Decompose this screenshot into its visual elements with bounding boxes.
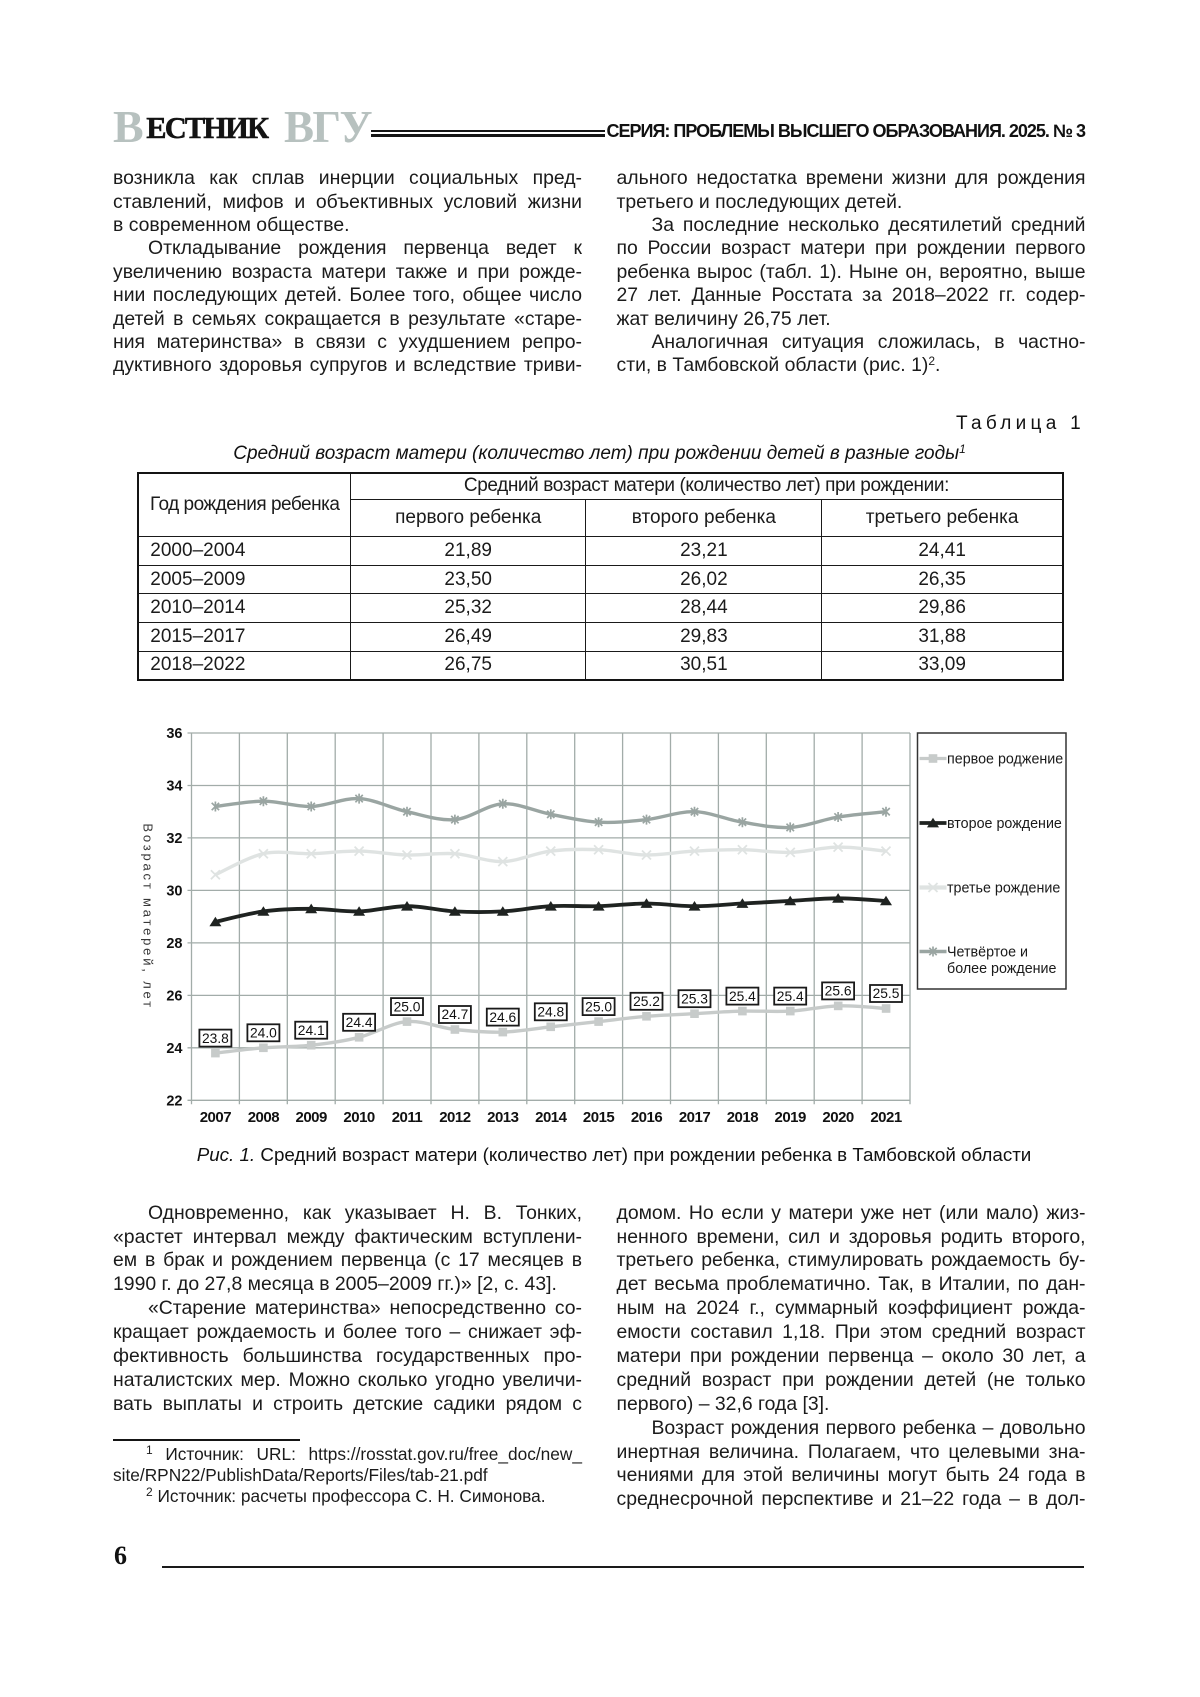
svg-text:2021: 2021 [870, 1109, 902, 1126]
svg-text:2016: 2016 [631, 1109, 663, 1126]
svg-text:2007: 2007 [200, 1109, 232, 1126]
svg-text:25.3: 25.3 [681, 991, 708, 1006]
svg-text:Четвёртое и: Четвёртое и [947, 945, 1028, 961]
svg-text:25.4: 25.4 [729, 989, 756, 1004]
svg-text:24.7: 24.7 [441, 1007, 468, 1022]
svg-text:25.5: 25.5 [873, 986, 900, 1001]
svg-text:34: 34 [166, 779, 182, 795]
svg-text:второе рождение: второе рождение [947, 816, 1062, 832]
svg-text:30: 30 [166, 883, 182, 899]
svg-text:третье рождение: третье рождение [947, 881, 1060, 897]
svg-text:2011: 2011 [392, 1109, 423, 1126]
svg-text:25.6: 25.6 [825, 984, 852, 999]
svg-text:22: 22 [166, 1093, 182, 1109]
svg-text:26: 26 [166, 988, 182, 1004]
svg-text:2015: 2015 [583, 1109, 615, 1126]
svg-text:25.0: 25.0 [585, 999, 612, 1014]
svg-text:24.0: 24.0 [250, 1026, 277, 1041]
svg-text:2014: 2014 [535, 1109, 568, 1126]
svg-text:24.6: 24.6 [489, 1010, 516, 1025]
svg-text:2008: 2008 [248, 1109, 280, 1126]
svg-text:24.8: 24.8 [537, 1005, 564, 1020]
svg-text:2018: 2018 [727, 1109, 759, 1126]
svg-text:2010: 2010 [343, 1109, 375, 1126]
svg-text:2019: 2019 [775, 1109, 807, 1126]
svg-text:25.0: 25.0 [394, 999, 421, 1014]
svg-text:2020: 2020 [822, 1109, 854, 1126]
svg-text:2017: 2017 [679, 1109, 711, 1126]
svg-text:28: 28 [166, 936, 182, 952]
svg-text:2012: 2012 [439, 1109, 471, 1126]
svg-text:32: 32 [166, 831, 182, 847]
svg-text:25.2: 25.2 [633, 994, 660, 1009]
svg-text:2009: 2009 [296, 1109, 328, 1126]
svg-text:Возраст матерей, лет: Возраст матерей, лет [141, 823, 156, 1009]
svg-text:первое роджение: первое роджение [947, 752, 1063, 768]
svg-text:25.4: 25.4 [777, 989, 804, 1004]
svg-text:2013: 2013 [487, 1109, 519, 1126]
svg-text:36: 36 [166, 726, 182, 742]
svg-text:24.1: 24.1 [298, 1023, 325, 1038]
svg-text:24: 24 [166, 1041, 182, 1057]
svg-text:24.4: 24.4 [346, 1015, 373, 1030]
svg-text:23.8: 23.8 [202, 1031, 229, 1046]
svg-text:более рождение: более рождение [947, 961, 1057, 977]
